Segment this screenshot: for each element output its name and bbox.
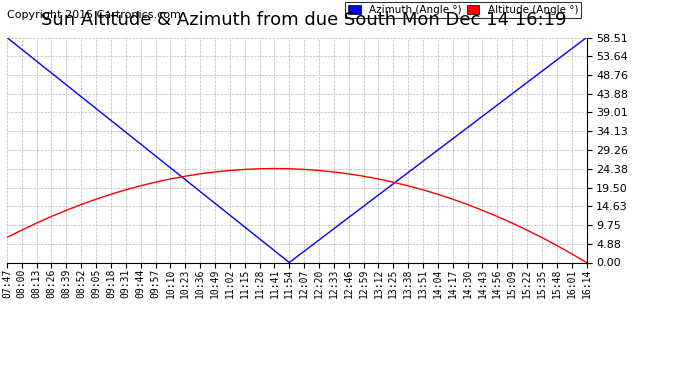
Text: Copyright 2015 Cartronics.com: Copyright 2015 Cartronics.com (7, 9, 181, 20)
Text: Sun Altitude & Azimuth from due South Mon Dec 14 16:19: Sun Altitude & Azimuth from due South Mo… (41, 11, 566, 29)
Legend: Azimuth (Angle °), Altitude (Angle °): Azimuth (Angle °), Altitude (Angle °) (345, 2, 581, 18)
